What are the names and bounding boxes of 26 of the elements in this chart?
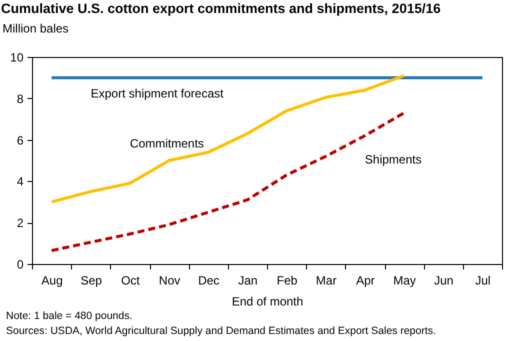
y-tick-label: 10 [10,50,24,64]
chart-title: Cumulative U.S. cotton export commitments and shipments, 2015/16 [0,0,442,18]
x-tick-label: Aug [41,274,63,288]
x-axis-title: End of month [232,294,304,308]
text: Note: 1 bale = 480 pounds. [6,309,134,324]
x-tick-label: Jun [434,274,454,288]
series-label: Commitments [130,136,204,150]
x-tick-label: Sep [80,274,102,288]
y-tick-label: 4 [16,174,24,189]
x-tick-label: Mar [316,274,337,288]
x-tick-label: Apr [356,274,375,288]
y-tick-label: 8 [16,92,24,106]
x-tick-label: Jan [238,274,258,288]
x-tick-label: May [393,274,416,288]
x-tick-label: Jul [475,274,491,288]
y-tick-label: 6 [16,133,24,148]
x-tick-label: Dec [198,274,220,288]
series-label: Export shipment forecast [90,86,224,101]
source-note: Sources: USDA, World Agricultural Supply and Demand Estimates and Export Sales reports. [6,324,437,339]
y-tick-label: 0 [16,258,24,272]
x-tick-label: Nov [158,274,180,288]
x-tick-label: Feb [276,274,298,288]
y-tick-label: 2 [16,216,24,230]
x-tick-label: Oct [121,274,140,288]
y-axis-title: Million bales [2,22,69,36]
series-label: Shipments [364,152,422,167]
